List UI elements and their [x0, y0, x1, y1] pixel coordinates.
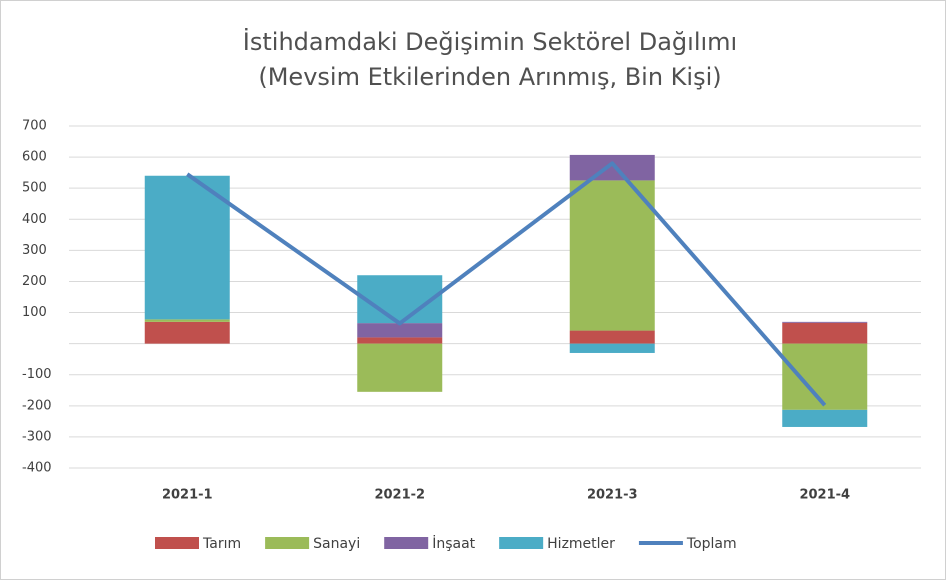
y-tick-label: 600: [22, 150, 47, 165]
chart-subtitle: (Mevsim Etkilerinden Arınmış, Bin Kişi): [258, 63, 721, 91]
bar-segment: [144, 175, 230, 320]
legend-swatch: [265, 537, 310, 549]
bar-segment: [144, 321, 230, 344]
bar-segment: [357, 275, 443, 324]
y-tick-label: 300: [22, 243, 47, 258]
y-tick-label: -100: [22, 367, 52, 382]
bar-segment: [782, 322, 868, 344]
legend-label: Hizmetler: [547, 536, 615, 552]
y-tick-label: 400: [22, 212, 47, 227]
legend-swatch: [155, 537, 199, 549]
bar-segment: [569, 154, 655, 181]
y-tick-label: 500: [22, 181, 47, 196]
x-tick-label: 2021-3: [587, 488, 638, 503]
legend-swatch: [384, 537, 429, 549]
legend-label: Toplam: [686, 536, 737, 552]
x-tick-label: 2021-4: [799, 488, 850, 503]
y-tick-label: 200: [22, 274, 47, 289]
bar-segment: [782, 321, 868, 323]
bar-segment: [144, 319, 230, 322]
y-tick-label: 100: [22, 305, 47, 320]
legend-swatch: [499, 537, 544, 549]
y-tick-label: 700: [22, 119, 47, 134]
bar-segment: [782, 409, 868, 427]
legend-label: Tarım: [202, 536, 241, 552]
chart-title: İstihdamdaki Değişimin Sektörel Dağılımı: [243, 27, 737, 56]
legend-label: Sanayi: [313, 536, 360, 552]
y-tick-label: -300: [22, 429, 52, 444]
bar-segment: [569, 343, 655, 353]
bar-segment: [569, 330, 655, 344]
total-line: [186, 161, 827, 407]
legend-label: İnşaat: [432, 534, 475, 552]
x-tick-label: 2021-1: [162, 488, 213, 503]
bar-segment: [569, 180, 655, 331]
x-tick-label: 2021-2: [374, 488, 425, 503]
bar-segment: [357, 343, 443, 392]
y-tick-label: -200: [22, 398, 52, 413]
y-tick-label: -400: [22, 461, 52, 476]
bar-segment: [357, 323, 443, 338]
bar-segment: [357, 337, 443, 344]
bar-segment: [782, 343, 868, 410]
